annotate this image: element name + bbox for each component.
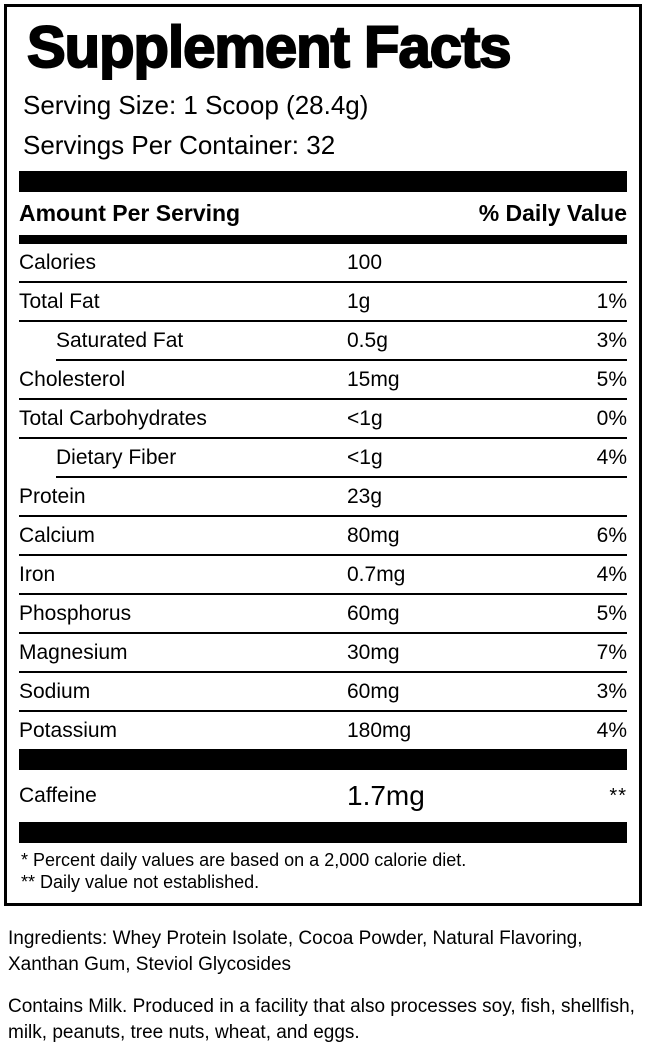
nutrient-amount: 23g [347,484,383,508]
allergen-statement-text: Contains Milk. Produced in a facility th… [8,996,635,1043]
nutrient-name: Total Fat [19,289,100,313]
footnote-not-established: ** Daily value not established. [21,872,260,892]
nutrient-row: Total Carbohydrates <1g 0% [19,400,627,437]
row-divider [19,437,627,439]
nutrient-daily-value: 4% [596,562,627,586]
nutrient-rows: Calories 100 Total Fat 1g 1% Saturated F… [19,244,627,749]
nutrient-row: Dietary Fiber <1g 4% [19,439,627,476]
nutrient-name: Cholesterol [19,367,126,391]
nutrient-daily-value: 3% [596,679,627,703]
daily-value-header: % Daily Value [478,200,627,226]
thick-divider-bar-pre-caffeine [19,749,627,770]
thick-divider-bar-bottom [19,822,627,843]
nutrient-daily-value: 5% [596,367,627,391]
nutrient-row: Sodium 60mg 3% [19,673,627,710]
nutrient-amount: 0.7mg [347,562,406,586]
thick-divider-bar-top [19,171,627,192]
nutrient-row: Calcium 80mg 6% [19,517,627,554]
row-divider [19,710,627,712]
nutrient-name: Saturated Fat [56,328,184,352]
nutrient-daily-value: 7% [596,640,627,664]
nutrient-name: Sodium [19,679,91,703]
row-divider [56,476,627,478]
nutrient-row: Magnesium 30mg 7% [19,634,627,671]
nutrient-daily-value: 5% [596,601,627,625]
nutrient-name: Phosphorus [19,601,132,625]
nutrient-row: Saturated Fat 0.5g 3% [19,322,627,359]
row-divider [19,320,627,322]
nutrient-amount: <1g [347,445,383,469]
nutrient-amount: 0.5g [347,328,388,352]
nutrient-daily-value: 4% [596,718,627,742]
servings-per-container-text: Servings Per Container: 32 [23,130,336,160]
row-divider [19,398,627,400]
nutrient-name: Total Carbohydrates [19,406,207,430]
serving-size-text: Serving Size: 1 Scoop (28.4g) [23,90,369,120]
nutrient-name: Magnesium [19,640,128,664]
footnote-daily-values: * Percent daily values are based on a 2,… [21,850,467,870]
nutrient-name: Caffeine [19,784,97,807]
nutrient-name: Dietary Fiber [56,445,177,469]
nutrient-row: Calories 100 [19,244,627,281]
row-divider [56,359,627,361]
nutrient-name: Calories [19,250,97,274]
nutrient-amount: 60mg [347,679,400,703]
ingredients-text: Ingredients: Whey Protein Isolate, Cocoa… [8,928,583,975]
nutrient-daily-value: 1% [596,289,627,313]
nutrient-row: Iron 0.7mg 4% [19,556,627,593]
amount-per-serving-header: Amount Per Serving [19,200,241,226]
nutrient-name: Calcium [19,523,95,547]
nutrient-amount: 180mg [347,718,412,742]
nutrient-amount: 1.7mg [347,780,425,811]
footnotes: * Percent daily values are based on a 2,… [19,843,627,895]
row-divider [19,671,627,673]
nutrient-amount: 100 [347,250,383,274]
row-divider [19,632,627,634]
supplement-facts-panel: Supplement Facts Serving Size: 1 Scoop (… [4,4,642,906]
table-header-row: Amount Per Serving % Daily Value [19,192,627,235]
nutrient-daily-value: 0% [596,406,627,430]
nutrient-daily-value: 6% [596,523,627,547]
nutrient-row: Total Fat 1g 1% [19,283,627,320]
nutrient-row: Cholesterol 15mg 5% [19,361,627,398]
nutrient-amount: 80mg [347,523,400,547]
medium-divider-bar [19,235,627,244]
row-divider [19,281,627,283]
nutrient-name: Protein [19,484,86,508]
nutrient-row: Potassium 180mg 4% [19,712,627,749]
nutrient-amount: 60mg [347,601,400,625]
nutrient-name: Iron [19,562,56,586]
nutrient-name: Potassium [19,718,118,742]
caffeine-row: Caffeine 1.7mg ** [19,770,627,822]
nutrient-amount: 1g [347,289,371,313]
nutrient-daily-value: 4% [596,445,627,469]
row-divider [19,554,627,556]
nutrient-daily-value: 3% [596,328,627,352]
nutrient-amount: 30mg [347,640,400,664]
nutrient-row: Protein 23g [19,478,627,515]
nutrient-amount: <1g [347,406,383,430]
panel-title: Supplement Facts [26,14,513,81]
nutrient-row: Phosphorus 60mg 5% [19,595,627,632]
nutrient-amount: 15mg [347,367,400,391]
nutrient-daily-value: ** [609,784,627,807]
row-divider [19,515,627,517]
row-divider [19,593,627,595]
